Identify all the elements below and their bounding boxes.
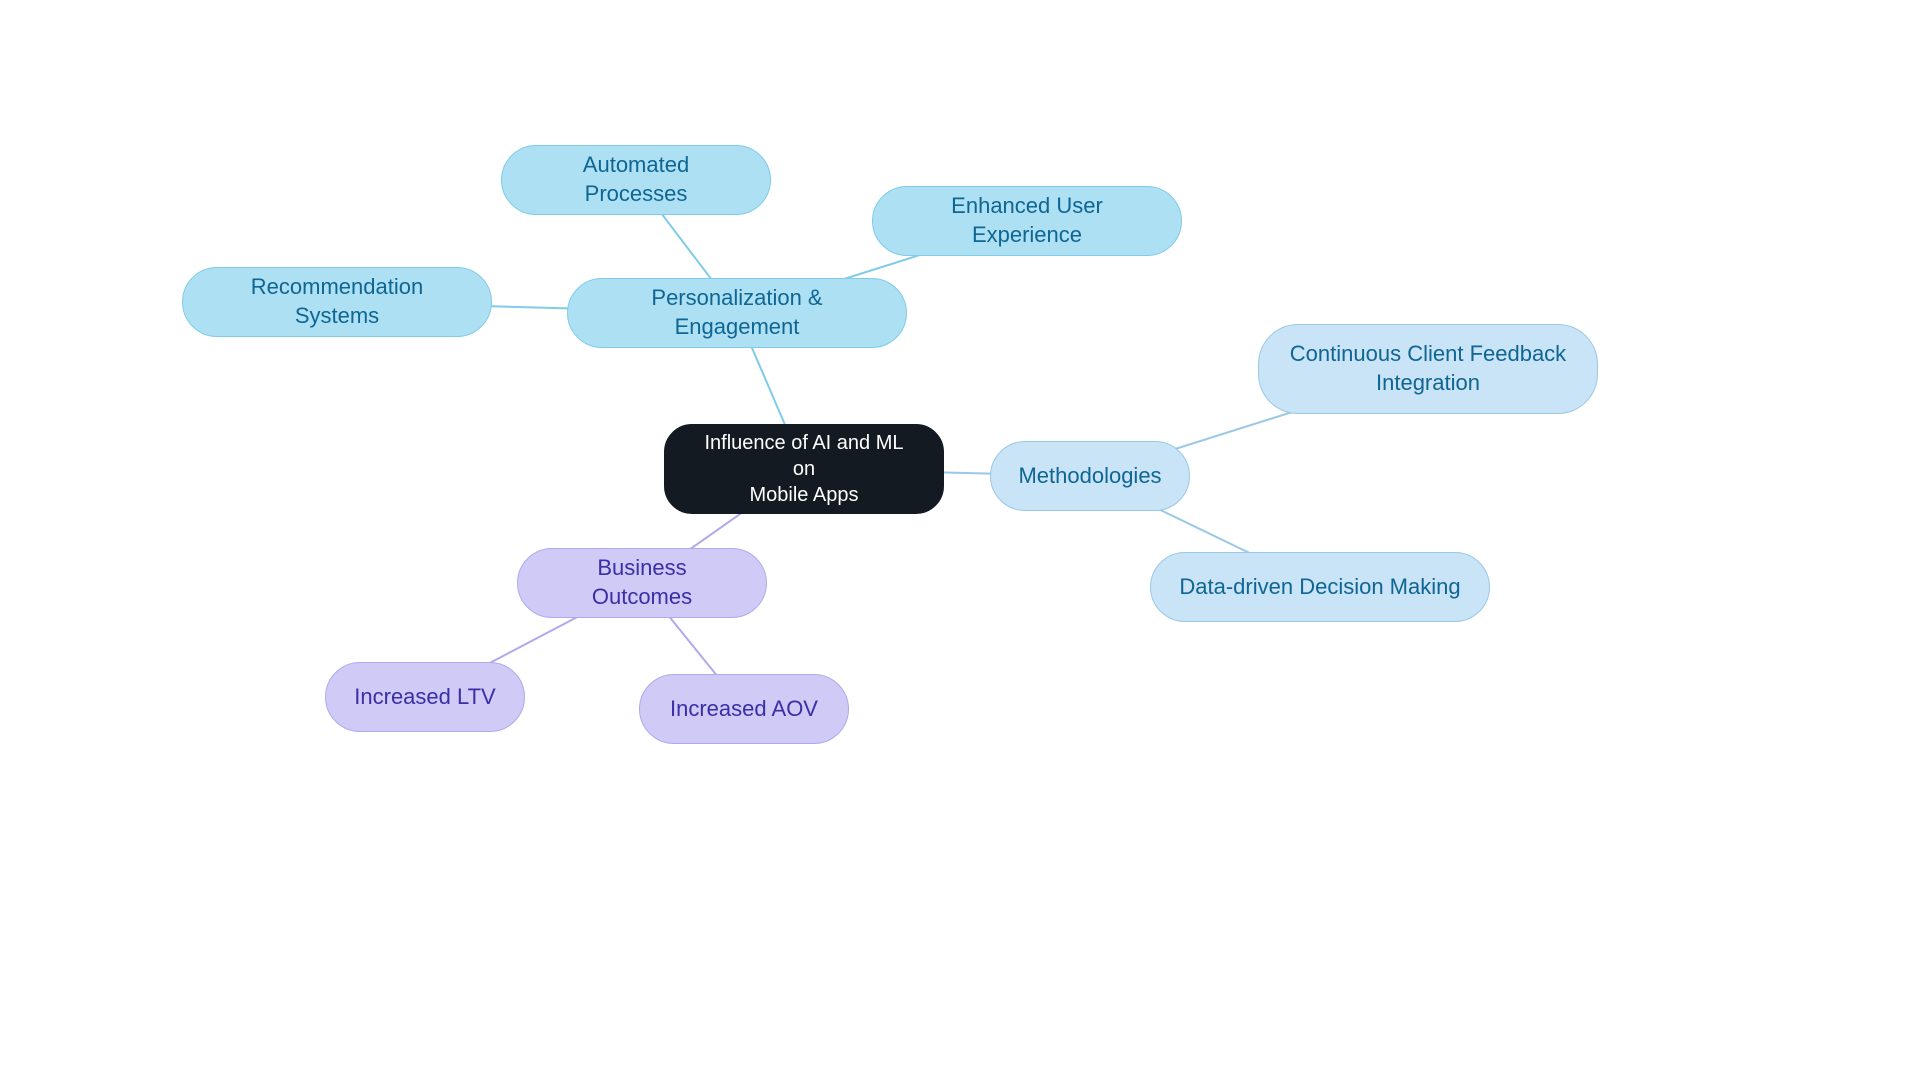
node-label: Influence of AI and ML on Mobile Apps — [693, 430, 915, 508]
node-label: Recommendation Systems — [211, 273, 463, 330]
node-label: Personalization & Engagement — [596, 284, 878, 341]
node-label: Increased LTV — [354, 683, 495, 712]
diagram-edges — [0, 0, 1920, 1083]
node-business: Business Outcomes — [517, 548, 767, 618]
node-ltv: Increased LTV — [325, 662, 525, 732]
node-label: Continuous Client Feedback Integration — [1290, 340, 1566, 397]
node-recommendation: Recommendation Systems — [182, 267, 492, 337]
node-aov: Increased AOV — [639, 674, 849, 744]
node-center: Influence of AI and ML on Mobile Apps — [664, 424, 944, 514]
node-label: Enhanced User Experience — [901, 192, 1153, 249]
node-label: Automated Processes — [530, 151, 742, 208]
node-methodologies: Methodologies — [990, 441, 1190, 511]
node-datadriven: Data-driven Decision Making — [1150, 552, 1490, 622]
node-label: Methodologies — [1018, 462, 1161, 491]
node-personalization: Personalization & Engagement — [567, 278, 907, 348]
node-label: Data-driven Decision Making — [1179, 573, 1460, 602]
node-feedback: Continuous Client Feedback Integration — [1258, 324, 1598, 414]
node-automated: Automated Processes — [501, 145, 771, 215]
node-label: Business Outcomes — [546, 554, 738, 611]
node-label: Increased AOV — [670, 695, 818, 724]
node-enhanced: Enhanced User Experience — [872, 186, 1182, 256]
